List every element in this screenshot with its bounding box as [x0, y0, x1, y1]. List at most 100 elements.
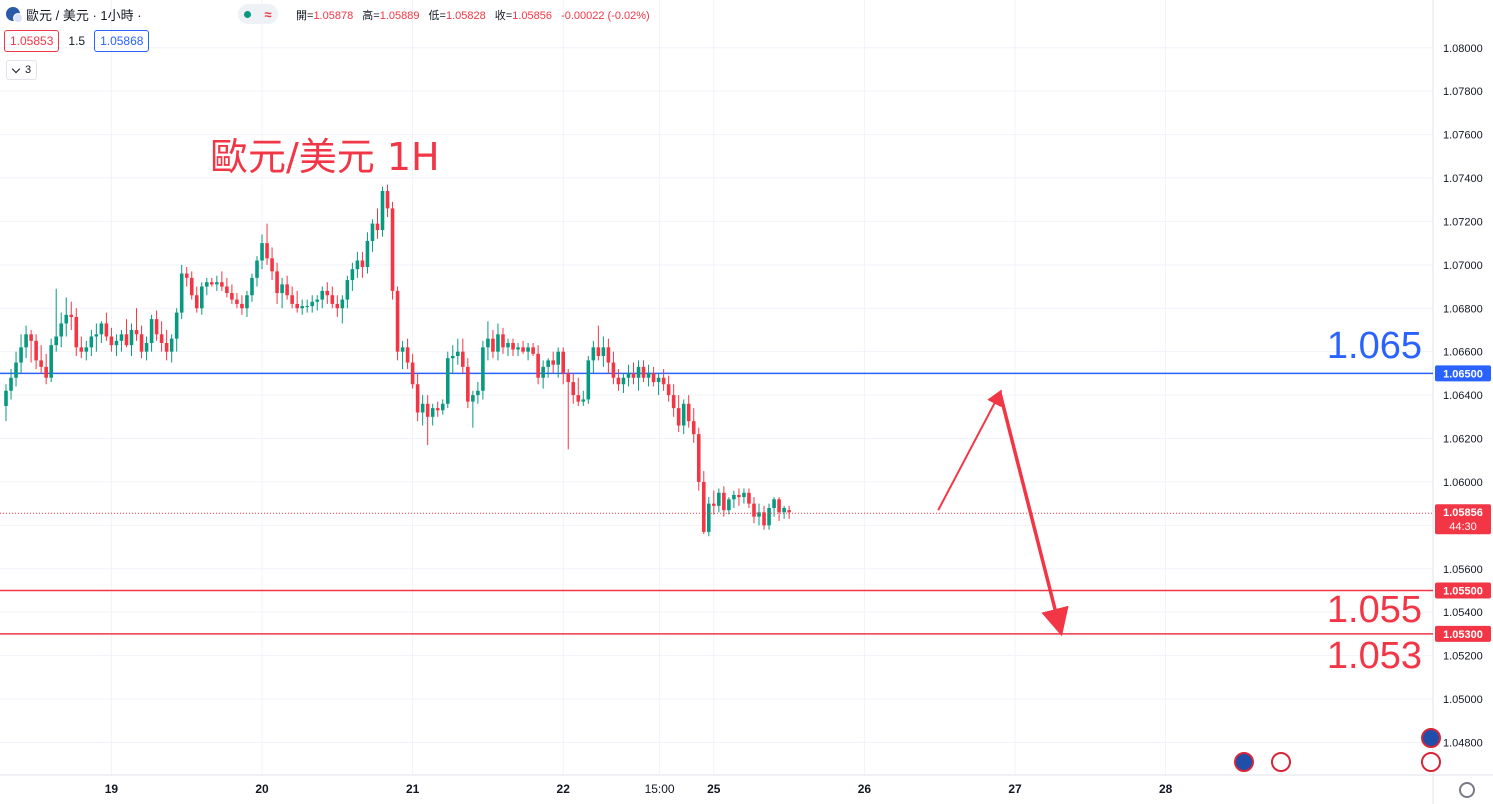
candle-body [787, 510, 791, 513]
time-tick-label: 19 [105, 782, 119, 796]
price-tick-label: 1.06800 [1443, 303, 1483, 315]
price-tick-label: 1.05400 [1443, 607, 1483, 619]
economic-event-icon [1421, 728, 1441, 748]
symbol-title[interactable]: 歐元 / 美元 · 1小時 · [26, 7, 142, 23]
candle-body [581, 399, 586, 402]
price-line-tag-label: 1.05300 [1443, 629, 1483, 641]
candle-body [375, 223, 380, 231]
candle-body [310, 301, 315, 307]
candle-body [255, 260, 259, 278]
candle-body [772, 499, 776, 508]
candle-body [39, 360, 43, 367]
candle-body [531, 347, 535, 354]
candle-body [430, 408, 435, 417]
price-tick-label: 1.05600 [1443, 564, 1483, 576]
candle-body [666, 384, 671, 396]
candle-body [290, 295, 294, 304]
projection-arrow [937, 389, 1002, 511]
candle-body [646, 373, 651, 378]
candle-body [189, 277, 194, 296]
candle-body [99, 323, 104, 335]
candle-body [466, 366, 470, 402]
candle-body [305, 306, 309, 308]
candle-body [601, 347, 606, 357]
candle-body [491, 338, 495, 352]
candle-body [616, 377, 621, 385]
candle-body [265, 243, 269, 259]
candle-body [717, 492, 721, 506]
price-tick-label: 1.07000 [1443, 260, 1483, 272]
candle-body [526, 347, 530, 352]
candle-body [230, 293, 234, 300]
candle-body [691, 421, 696, 435]
market-status-pill[interactable]: ≈ [238, 4, 278, 24]
candle-body [651, 373, 656, 383]
candle-body [24, 334, 28, 348]
candle-body [19, 347, 23, 363]
candle-body [89, 336, 94, 348]
candle-body [49, 345, 53, 378]
time-tick-label: 28 [1159, 782, 1173, 796]
candle-body [626, 373, 631, 378]
candle-body [285, 284, 289, 296]
indicators-toggle[interactable]: 3 [6, 60, 38, 80]
candle-body [536, 353, 540, 378]
candle-body [320, 290, 325, 300]
candle-body [737, 494, 741, 498]
candle-body [44, 366, 48, 378]
economic-event-icon [1421, 752, 1441, 772]
sell-button[interactable]: 1.05853 [4, 30, 60, 52]
candle-body [270, 258, 274, 272]
price-tick-label: 1.05000 [1443, 694, 1483, 706]
candle-body [164, 342, 169, 352]
price-tick-label: 1.07400 [1443, 173, 1483, 185]
candle-body [169, 338, 174, 352]
market-open-dot-icon [244, 10, 252, 18]
candle-body [456, 351, 460, 357]
candle-body [511, 342, 515, 350]
candle-body [275, 271, 279, 294]
candle-body [767, 507, 771, 526]
candle-body [566, 373, 571, 383]
candle-body [757, 512, 761, 517]
candle-body [194, 295, 199, 309]
candle-body [501, 334, 505, 348]
candle-body [4, 390, 8, 406]
candle-body [461, 351, 465, 367]
time-tick-label: 21 [406, 782, 420, 796]
candle-body [701, 481, 706, 532]
candle-body [752, 503, 756, 517]
chevron-down-icon [11, 64, 21, 73]
candle-body [611, 362, 616, 378]
annotation-1055: 1.055 [1327, 589, 1422, 631]
chart-title-annotation: 歐元/美元 1H [210, 135, 440, 179]
candle-body [205, 282, 209, 287]
gear-icon[interactable] [1459, 782, 1475, 798]
candle-body [385, 191, 390, 209]
candle-body [476, 390, 480, 396]
low-label: 低= [428, 10, 446, 22]
candle-body [641, 366, 646, 378]
candle-body [556, 351, 560, 365]
candle-body [235, 299, 239, 304]
candle-body [79, 347, 84, 352]
candle-body [220, 282, 224, 287]
time-tick-label: 26 [858, 782, 872, 796]
candle-body [671, 395, 676, 409]
buy-button[interactable]: 1.05868 [94, 30, 150, 52]
time-tick-label: 27 [1008, 782, 1022, 796]
price-line-tag [1435, 625, 1491, 642]
candle-body [450, 356, 455, 359]
candle-body [506, 342, 510, 348]
close-label: 收= [494, 10, 513, 22]
candle-body [400, 347, 405, 352]
candle-body [184, 273, 189, 278]
high-value: 1.05889 [379, 10, 420, 22]
ohlc-values: 開=1.05878 高=1.05889 低=1.05828 收=1.05856 … [296, 7, 656, 23]
candle-body [240, 303, 244, 309]
candle-body [521, 347, 525, 352]
candle-body [596, 347, 601, 357]
low-value: 1.05828 [445, 10, 486, 22]
candle-body [59, 323, 64, 337]
